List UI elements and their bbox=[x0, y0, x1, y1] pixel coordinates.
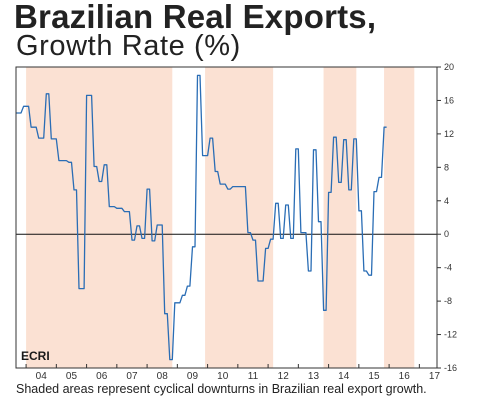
y-tick-label: -12 bbox=[444, 330, 457, 340]
x-tick-label: 09 bbox=[187, 371, 199, 382]
x-tick-label: 10 bbox=[217, 371, 229, 382]
plot-border bbox=[15, 66, 438, 369]
x-tick-label: 07 bbox=[126, 371, 138, 382]
y-tick-label: 12 bbox=[444, 129, 454, 139]
y-tick-label: -4 bbox=[444, 263, 452, 273]
x-tick-label: 15 bbox=[368, 371, 380, 382]
y-axis: 20 16 12 8 4 0 -4 -8 -12 -16 bbox=[437, 62, 457, 373]
x-tick-label: 12 bbox=[278, 371, 290, 382]
logo-text: ECRI bbox=[21, 349, 50, 363]
x-tick-label: 11 bbox=[248, 371, 259, 382]
series-line-group bbox=[16, 74, 387, 361]
chart-title: Brazilian Real Exports, bbox=[14, 0, 377, 35]
y-tick-label: 20 bbox=[444, 62, 454, 72]
x-tick-label: 14 bbox=[338, 371, 350, 382]
shaded-region bbox=[205, 67, 274, 368]
series-line bbox=[16, 74, 387, 361]
chart-subtitle: Growth Rate (%) bbox=[16, 30, 241, 62]
x-tick-label: 13 bbox=[308, 371, 320, 382]
footnote: Shaded areas represent cyclical downturn… bbox=[16, 382, 427, 396]
shaded-region bbox=[323, 67, 357, 368]
x-tick-label: 04 bbox=[36, 371, 48, 382]
x-axis: 04 05 06 07 08 09 10 11 12 13 14 15 16 17 bbox=[25, 364, 441, 382]
shaded-region bbox=[384, 67, 415, 368]
x-tick-label: 08 bbox=[157, 371, 169, 382]
y-tick-label: -8 bbox=[444, 296, 452, 306]
x-tick-label: 17 bbox=[429, 371, 441, 382]
y-tick-label: 4 bbox=[444, 196, 449, 206]
y-tick-label: 16 bbox=[444, 95, 454, 105]
x-tick-label: 06 bbox=[96, 371, 108, 382]
ecri-logo: ECRI bbox=[21, 349, 50, 363]
x-tick-label: 16 bbox=[399, 371, 411, 382]
y-tick-label: 8 bbox=[444, 162, 449, 172]
shaded-regions bbox=[26, 67, 415, 368]
plot-frame bbox=[15, 66, 438, 369]
y-tick-label: 0 bbox=[444, 229, 449, 239]
y-tick-label: -16 bbox=[444, 363, 457, 373]
x-tick-label: 05 bbox=[66, 371, 78, 382]
